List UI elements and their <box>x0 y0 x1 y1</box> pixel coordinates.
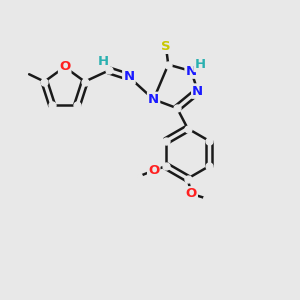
Text: N: N <box>148 93 159 106</box>
Text: N: N <box>148 93 159 106</box>
Text: N: N <box>186 64 197 78</box>
Text: O: O <box>59 61 70 74</box>
Text: O: O <box>186 188 197 200</box>
Text: H: H <box>98 55 109 68</box>
Text: S: S <box>161 40 171 53</box>
Text: O: O <box>148 164 159 177</box>
Text: H: H <box>98 55 109 68</box>
Text: N: N <box>186 64 197 78</box>
Text: N: N <box>192 85 203 98</box>
Text: O: O <box>59 61 70 74</box>
Text: O: O <box>148 164 159 177</box>
Text: H: H <box>194 58 206 71</box>
Text: N: N <box>123 70 134 83</box>
Text: O: O <box>186 188 197 200</box>
Text: H: H <box>194 58 206 71</box>
Text: N: N <box>123 70 134 83</box>
Text: S: S <box>161 40 171 53</box>
Text: N: N <box>192 85 203 98</box>
